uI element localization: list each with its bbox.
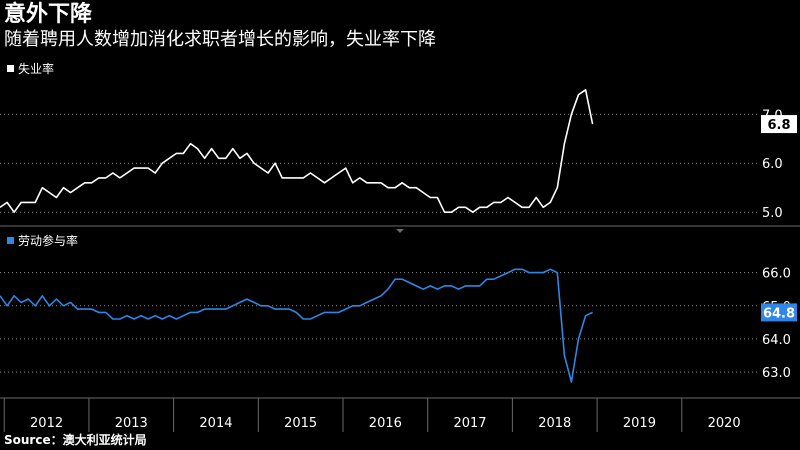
x-tick-label-2016: 2016 bbox=[369, 416, 402, 431]
divider-handle-icon bbox=[396, 229, 404, 233]
legend-label-participation: 劳动参与率 bbox=[18, 233, 78, 248]
grid-bottom: 63.064.065.066.0 bbox=[0, 267, 791, 381]
x-tick-label-2013: 2013 bbox=[115, 416, 148, 431]
line-unemployment bbox=[0, 89, 594, 213]
x-tick-label-2018: 2018 bbox=[538, 416, 571, 431]
x-tick-label-2015: 2015 bbox=[284, 416, 317, 431]
legend-label-unemployment: 失业率 bbox=[18, 61, 54, 76]
y-tick-label-participation-0: 63.0 bbox=[762, 366, 791, 381]
y-tick-label-participation-3: 66.0 bbox=[762, 267, 791, 282]
y-tick-label-unemployment-1: 6.0 bbox=[762, 157, 783, 172]
series-participation: 64.8 bbox=[0, 268, 797, 383]
x-axis: 2012 2013 2014 2015 2016 2017 2018 2019 2020 bbox=[3, 398, 741, 432]
y-tick-label-participation-1: 64.0 bbox=[762, 333, 791, 348]
last-value-badge-participation bbox=[761, 303, 797, 322]
source-note: Source：澳大利亚统计局 bbox=[4, 433, 147, 447]
x-tick-label-2017: 2017 bbox=[453, 416, 486, 431]
grid-top: 5.06.07.0 bbox=[0, 108, 783, 221]
x-tick-label-2020: 2020 bbox=[708, 416, 741, 431]
x-tick-label-2012: 2012 bbox=[30, 416, 63, 431]
series-unemployment: 6.8 bbox=[0, 89, 797, 213]
x-tick-label-2014: 2014 bbox=[199, 416, 232, 431]
x-tick-label-2019: 2019 bbox=[623, 416, 656, 431]
legend-swatch-participation bbox=[7, 237, 14, 244]
chart-title: 意外下降 bbox=[4, 2, 93, 27]
line-participation bbox=[0, 268, 593, 383]
last-value-badge-unemployment bbox=[761, 115, 797, 134]
legend-swatch-unemployment bbox=[7, 65, 14, 72]
last-value-label-participation: 64.8 bbox=[763, 306, 795, 321]
last-value-label-unemployment: 6.8 bbox=[767, 118, 790, 133]
chart-subtitle: 随着聘用人数增加消化求职者增长的影响，失业率下降 bbox=[4, 29, 436, 50]
y-tick-label-unemployment-0: 5.0 bbox=[762, 206, 783, 221]
